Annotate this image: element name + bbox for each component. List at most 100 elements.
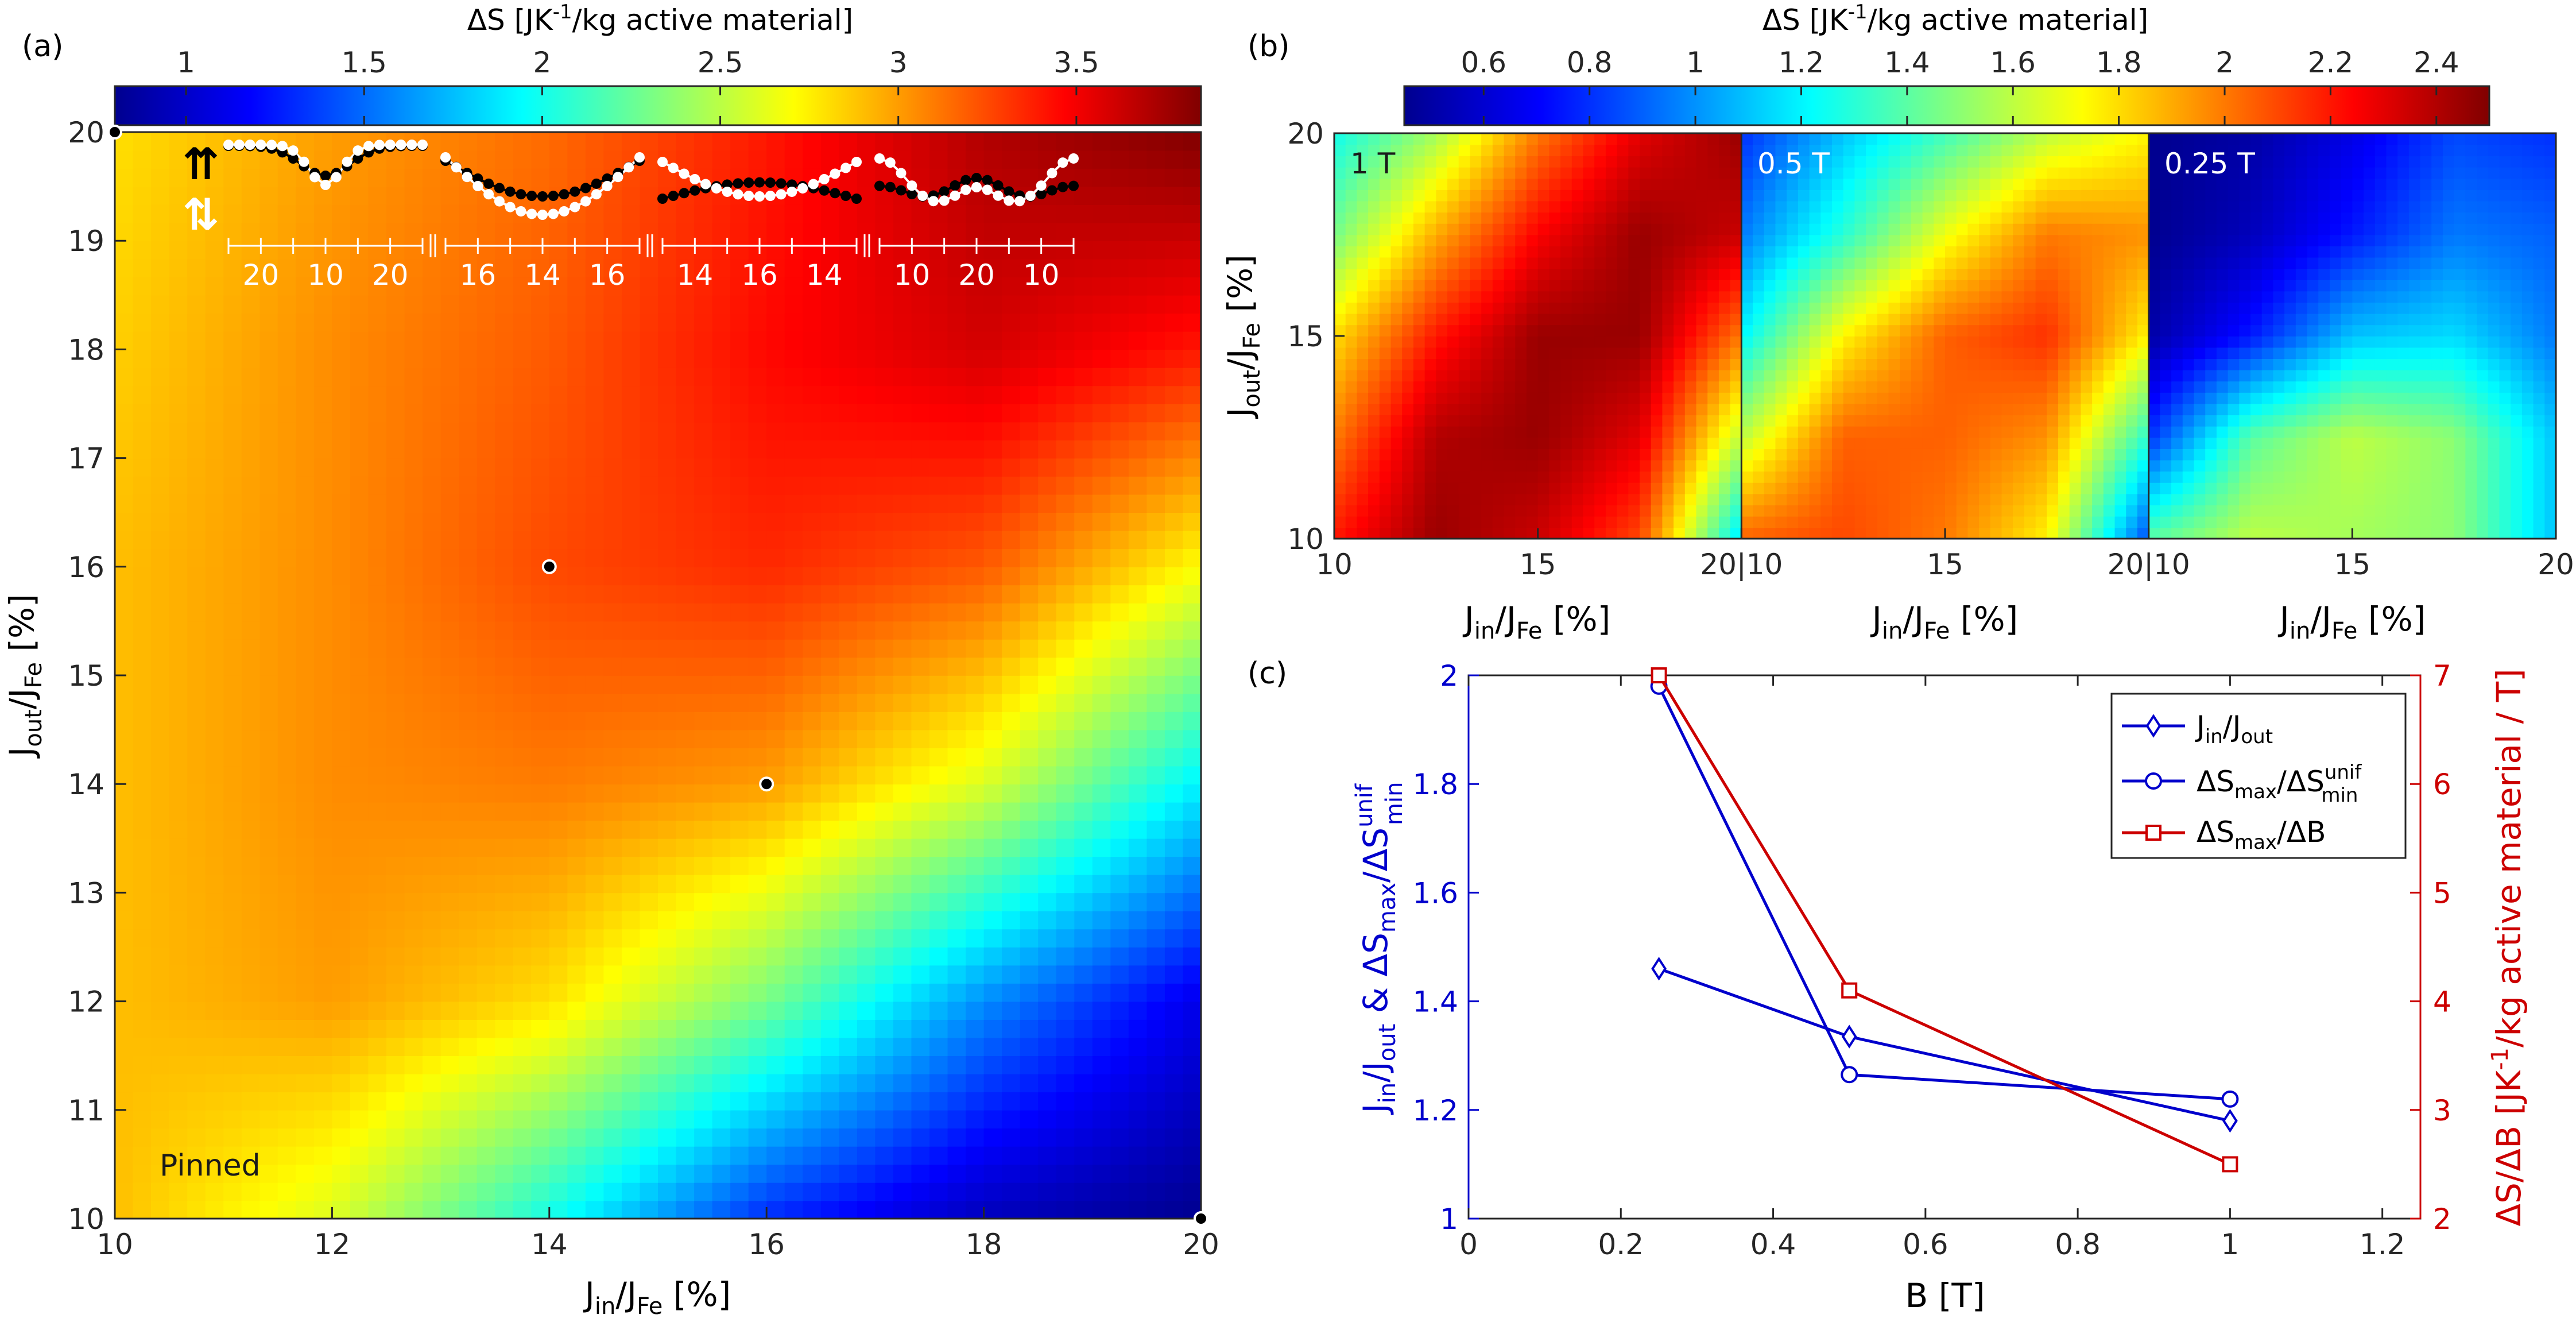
heat-cell [1334, 381, 1346, 393]
heat-cell [404, 150, 423, 169]
heat-cell [694, 385, 713, 404]
heat-cell [676, 512, 695, 531]
heat-cell [1183, 241, 1202, 260]
heat-cell [1504, 336, 1516, 348]
heat-cell [133, 585, 152, 604]
heat-cell [567, 1019, 586, 1038]
heat-cell [839, 784, 858, 803]
inset-point-antiparallel [396, 140, 406, 150]
heat-cell [1628, 336, 1640, 348]
heat-cell [513, 530, 532, 550]
heat-cell [1345, 268, 1358, 280]
inset-point-parallel [874, 180, 885, 191]
heat-cell [875, 621, 894, 640]
heat-cell [1594, 415, 1606, 427]
heat-cell [296, 295, 315, 314]
heat-cell [1128, 1109, 1148, 1129]
heat-cell [1674, 257, 1686, 269]
heat-cell [386, 729, 405, 748]
heat-cell [223, 404, 242, 423]
heat-cell [1707, 358, 1719, 370]
heat-cell [423, 295, 441, 314]
heat-cell [1730, 257, 1742, 269]
heat-cell [151, 1001, 170, 1020]
heat-cell [1345, 449, 1358, 461]
heat-cell [1002, 1200, 1021, 1219]
heat-cell [1458, 212, 1471, 224]
heat-cell [803, 766, 822, 784]
heat-cell [676, 748, 695, 767]
heat-cell [1092, 1056, 1111, 1074]
heat-cell [730, 784, 749, 803]
heat-cell [1549, 212, 1561, 224]
heat-cell [694, 1182, 713, 1201]
heat-cell [1458, 426, 1471, 438]
heat-cell [1334, 257, 1346, 269]
heat-cell [1110, 657, 1129, 676]
heat-cell [730, 1109, 749, 1129]
heat-cell [1128, 150, 1148, 169]
heat-cell [277, 548, 297, 567]
heat-cell [531, 983, 550, 1002]
heat-cell [1583, 336, 1595, 348]
heat-cell [1617, 336, 1629, 348]
inset-point-antiparallel [1025, 191, 1036, 202]
inset-point-antiparallel [255, 140, 266, 150]
heat-cell [1413, 449, 1425, 461]
heat-cell [1164, 548, 1184, 567]
heat-cell [1492, 381, 1505, 393]
heat-cell [1617, 493, 1629, 505]
heat-cell [748, 204, 767, 223]
heat-cell [115, 258, 134, 278]
heat-cell [784, 385, 804, 404]
heat-cell [911, 494, 930, 513]
heat-cell [549, 802, 568, 821]
heat-cell [712, 422, 731, 440]
heat-cell [495, 1164, 514, 1183]
heat-cell [1183, 494, 1202, 513]
heat-cell [241, 1001, 261, 1020]
heat-cell [658, 1092, 677, 1111]
cb-tick-label: 3 [889, 46, 908, 79]
heat-cell [1730, 516, 1742, 528]
heat-cell [766, 422, 785, 440]
heat-cell [1718, 449, 1731, 461]
heat-cell [766, 874, 785, 894]
heat-cell [495, 295, 514, 314]
heat-cell [133, 313, 152, 332]
heat-cell [350, 675, 369, 694]
heat-cell [766, 856, 785, 875]
heat-cell [929, 947, 948, 966]
heat-cell [151, 1092, 170, 1111]
heat-cell [784, 295, 804, 314]
heat-cell [1651, 257, 1663, 269]
heat-cell [1110, 548, 1129, 567]
heat-cell [495, 1056, 514, 1074]
heat-cell [495, 313, 514, 332]
heat-cell [875, 965, 894, 984]
heat-cell [1730, 324, 1742, 337]
heat-cell [694, 657, 713, 676]
inset-point-antiparallel [494, 196, 505, 207]
heat-cell [803, 965, 822, 984]
heat-cell [169, 802, 188, 821]
heat-cell [820, 892, 840, 911]
heat-cell [1605, 200, 1618, 213]
heat-cell [531, 856, 550, 875]
heat-cell [549, 258, 568, 278]
heat-cell [893, 530, 912, 550]
heat-cell [1110, 241, 1129, 260]
heat-cell [658, 947, 677, 966]
heat-cell [549, 277, 568, 296]
heat-cell [133, 748, 152, 767]
heat-cell [115, 295, 134, 314]
heat-cell [1020, 693, 1039, 712]
heat-cell [350, 295, 369, 314]
heat-cell [911, 349, 930, 368]
heat-cell [1074, 602, 1093, 622]
heat-cell [640, 404, 658, 423]
heat-cell [1413, 471, 1425, 483]
heat-cell [1707, 313, 1719, 326]
heat-cell [1684, 471, 1697, 483]
heat-cell [115, 530, 134, 550]
